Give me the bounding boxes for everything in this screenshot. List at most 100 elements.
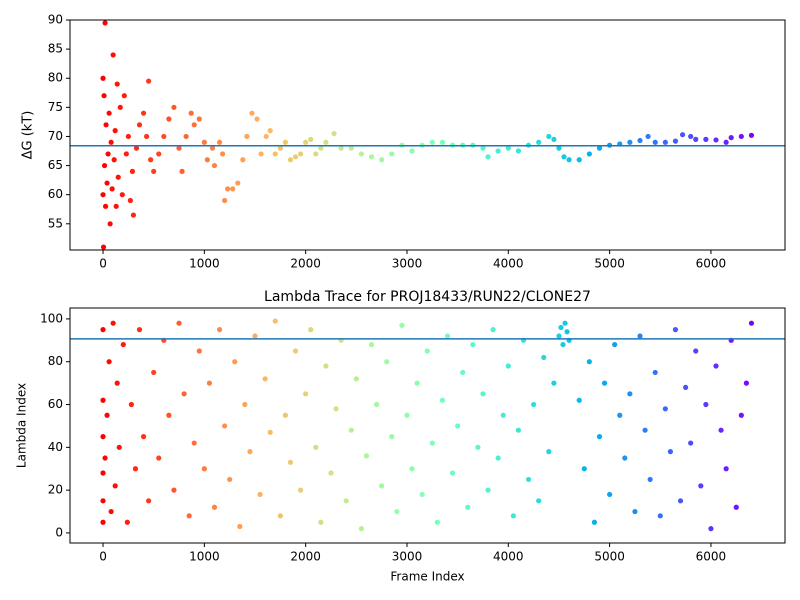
point	[244, 133, 250, 140]
point	[211, 504, 218, 510]
point	[117, 104, 123, 110]
point	[277, 145, 283, 151]
point	[318, 145, 324, 151]
point	[216, 327, 223, 333]
point	[470, 341, 476, 348]
point	[500, 412, 506, 418]
point	[601, 380, 608, 386]
point	[667, 449, 674, 455]
point	[101, 162, 108, 169]
point	[108, 508, 114, 515]
point	[277, 513, 283, 519]
point	[230, 186, 236, 192]
y-axis-label: Lambda Index	[15, 383, 29, 468]
point	[297, 151, 304, 157]
point	[531, 401, 537, 408]
point	[124, 519, 130, 525]
point	[480, 391, 486, 397]
point	[140, 110, 147, 116]
point	[188, 110, 194, 116]
point	[591, 519, 598, 525]
point	[282, 412, 289, 418]
point	[191, 440, 197, 446]
point	[475, 444, 481, 450]
point	[348, 427, 354, 433]
y-tick-label: 65	[48, 158, 63, 172]
y-tick-label: 40	[48, 440, 63, 454]
point	[104, 180, 110, 186]
point	[114, 380, 120, 386]
point	[510, 513, 516, 519]
point	[206, 380, 213, 386]
point	[100, 519, 106, 525]
point	[556, 333, 562, 339]
point	[679, 132, 686, 138]
point	[102, 203, 109, 209]
point	[358, 526, 364, 532]
point	[318, 519, 324, 525]
point	[257, 491, 263, 498]
point	[105, 151, 111, 157]
point	[566, 157, 572, 163]
point	[560, 341, 566, 348]
point	[106, 110, 112, 116]
point	[617, 412, 623, 418]
point	[379, 157, 385, 163]
axes-frame	[69, 307, 786, 544]
point	[627, 391, 633, 397]
point	[429, 440, 435, 446]
point	[287, 157, 294, 163]
point	[368, 341, 375, 348]
point	[112, 128, 118, 134]
point	[652, 139, 658, 145]
point	[558, 324, 564, 331]
point	[116, 444, 122, 450]
point	[247, 449, 253, 455]
point	[102, 455, 108, 461]
point	[171, 104, 177, 110]
point	[541, 354, 547, 361]
x-tick-label: 2000	[290, 550, 321, 564]
point	[146, 78, 152, 84]
point	[308, 136, 314, 142]
point	[480, 145, 486, 151]
point	[348, 145, 354, 151]
point	[100, 498, 106, 504]
point	[176, 145, 182, 151]
point	[287, 459, 294, 465]
point	[713, 363, 719, 369]
point	[201, 139, 207, 145]
point	[647, 476, 653, 483]
y-tick-label: 85	[48, 42, 63, 56]
point	[191, 122, 197, 128]
point	[240, 157, 246, 163]
point	[738, 133, 744, 140]
point	[645, 133, 651, 140]
point	[394, 508, 400, 515]
point	[444, 333, 451, 339]
point	[179, 168, 185, 174]
point	[693, 348, 699, 354]
point	[110, 52, 116, 58]
point	[564, 329, 570, 335]
point	[515, 148, 522, 154]
y-tick-label: 70	[48, 129, 63, 143]
point	[101, 93, 107, 99]
x-tick-label: 5000	[594, 550, 625, 564]
point	[106, 359, 112, 365]
point	[363, 453, 370, 459]
point	[100, 75, 106, 81]
point	[263, 133, 269, 140]
point	[129, 168, 136, 174]
point	[576, 397, 582, 403]
point	[561, 154, 567, 160]
point	[211, 162, 218, 169]
point	[323, 139, 329, 145]
y-tick-label: 20	[48, 483, 63, 497]
point	[258, 151, 264, 157]
point	[708, 526, 714, 532]
point	[100, 434, 106, 440]
point	[166, 116, 172, 122]
x-tick-label: 1000	[189, 550, 220, 564]
point	[107, 221, 113, 227]
